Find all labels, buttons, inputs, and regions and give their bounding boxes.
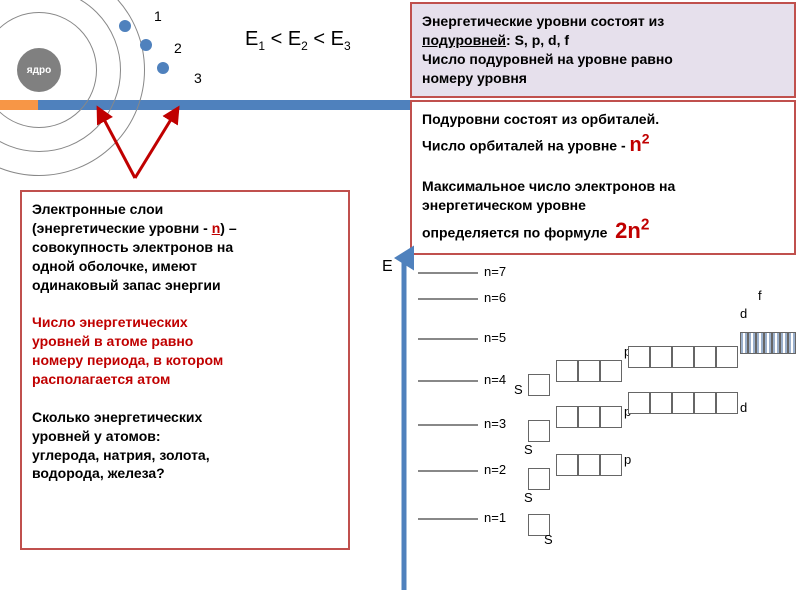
orbital-box [780, 332, 788, 354]
energy-level-label-1: n=1 [484, 510, 506, 525]
energy-level-label-3: n=3 [484, 416, 506, 431]
orbital-box [600, 454, 622, 476]
sublevel-label-d: d [740, 400, 747, 415]
orbital-box [578, 454, 600, 476]
energy-level-label-7: n=7 [484, 264, 506, 279]
orbital-box [628, 392, 650, 414]
orbit-label-3: 3 [194, 70, 202, 86]
orbital-box [556, 406, 578, 428]
orbital-box [600, 360, 622, 382]
orbital-box [628, 346, 650, 368]
energy-level-line-5 [418, 338, 478, 340]
energy-level-label-5: n=5 [484, 330, 506, 345]
info-box-top-right: Энергетические уровни состоят изподуровн… [410, 2, 796, 98]
orbit-label-1: 1 [154, 8, 162, 24]
sublevel-label-S: S [524, 442, 533, 457]
orbital-box [716, 392, 738, 414]
orbital-box [672, 346, 694, 368]
energy-level-line-7 [418, 272, 478, 274]
info-box-mid-right: Подуровни состоят из орбиталей.Число орб… [410, 100, 796, 255]
info-box-left: Электронные слои(энергетические уровни -… [20, 190, 350, 550]
energy-level-line-6 [418, 298, 478, 300]
orbital-box [740, 332, 748, 354]
energy-axis-label: E [382, 258, 393, 276]
orbital-box [716, 346, 738, 368]
sublevel-label-S: S [544, 532, 553, 547]
orbital-box [556, 454, 578, 476]
orbital-box [578, 406, 600, 428]
energy-formula: E1 < E2 < E3 [245, 28, 351, 53]
electron-1 [119, 20, 131, 32]
orbital-box [528, 420, 550, 442]
energy-level-line-3 [418, 424, 478, 426]
orbital-box [556, 360, 578, 382]
orbital-box [528, 374, 550, 396]
energy-level-line-2 [418, 470, 478, 472]
orbital-box [578, 360, 600, 382]
orbital-box [528, 468, 550, 490]
orbit-label-2: 2 [174, 40, 182, 56]
energy-level-label-6: n=6 [484, 290, 506, 305]
sublevel-label-f: f [758, 288, 762, 303]
orbital-box [600, 406, 622, 428]
orbital-box [694, 392, 716, 414]
orbital-box [756, 332, 764, 354]
orbital-box [650, 392, 672, 414]
energy-level-label-4: n=4 [484, 372, 506, 387]
orbital-box [764, 332, 772, 354]
orbital-box [748, 332, 756, 354]
electron-2 [140, 39, 152, 51]
orbital-box [772, 332, 780, 354]
energy-level-line-1 [418, 518, 478, 520]
orbital-box [694, 346, 716, 368]
sublevel-label-S: S [514, 382, 523, 397]
electron-3 [157, 62, 169, 74]
sublevel-label-p: p [624, 452, 631, 467]
sublevel-label-S: S [524, 490, 533, 505]
orbital-box [650, 346, 672, 368]
energy-level-label-2: n=2 [484, 462, 506, 477]
sublevel-label-d: d [740, 306, 747, 321]
orbital-box [672, 392, 694, 414]
orbital-box [788, 332, 796, 354]
energy-level-line-4 [418, 380, 478, 382]
